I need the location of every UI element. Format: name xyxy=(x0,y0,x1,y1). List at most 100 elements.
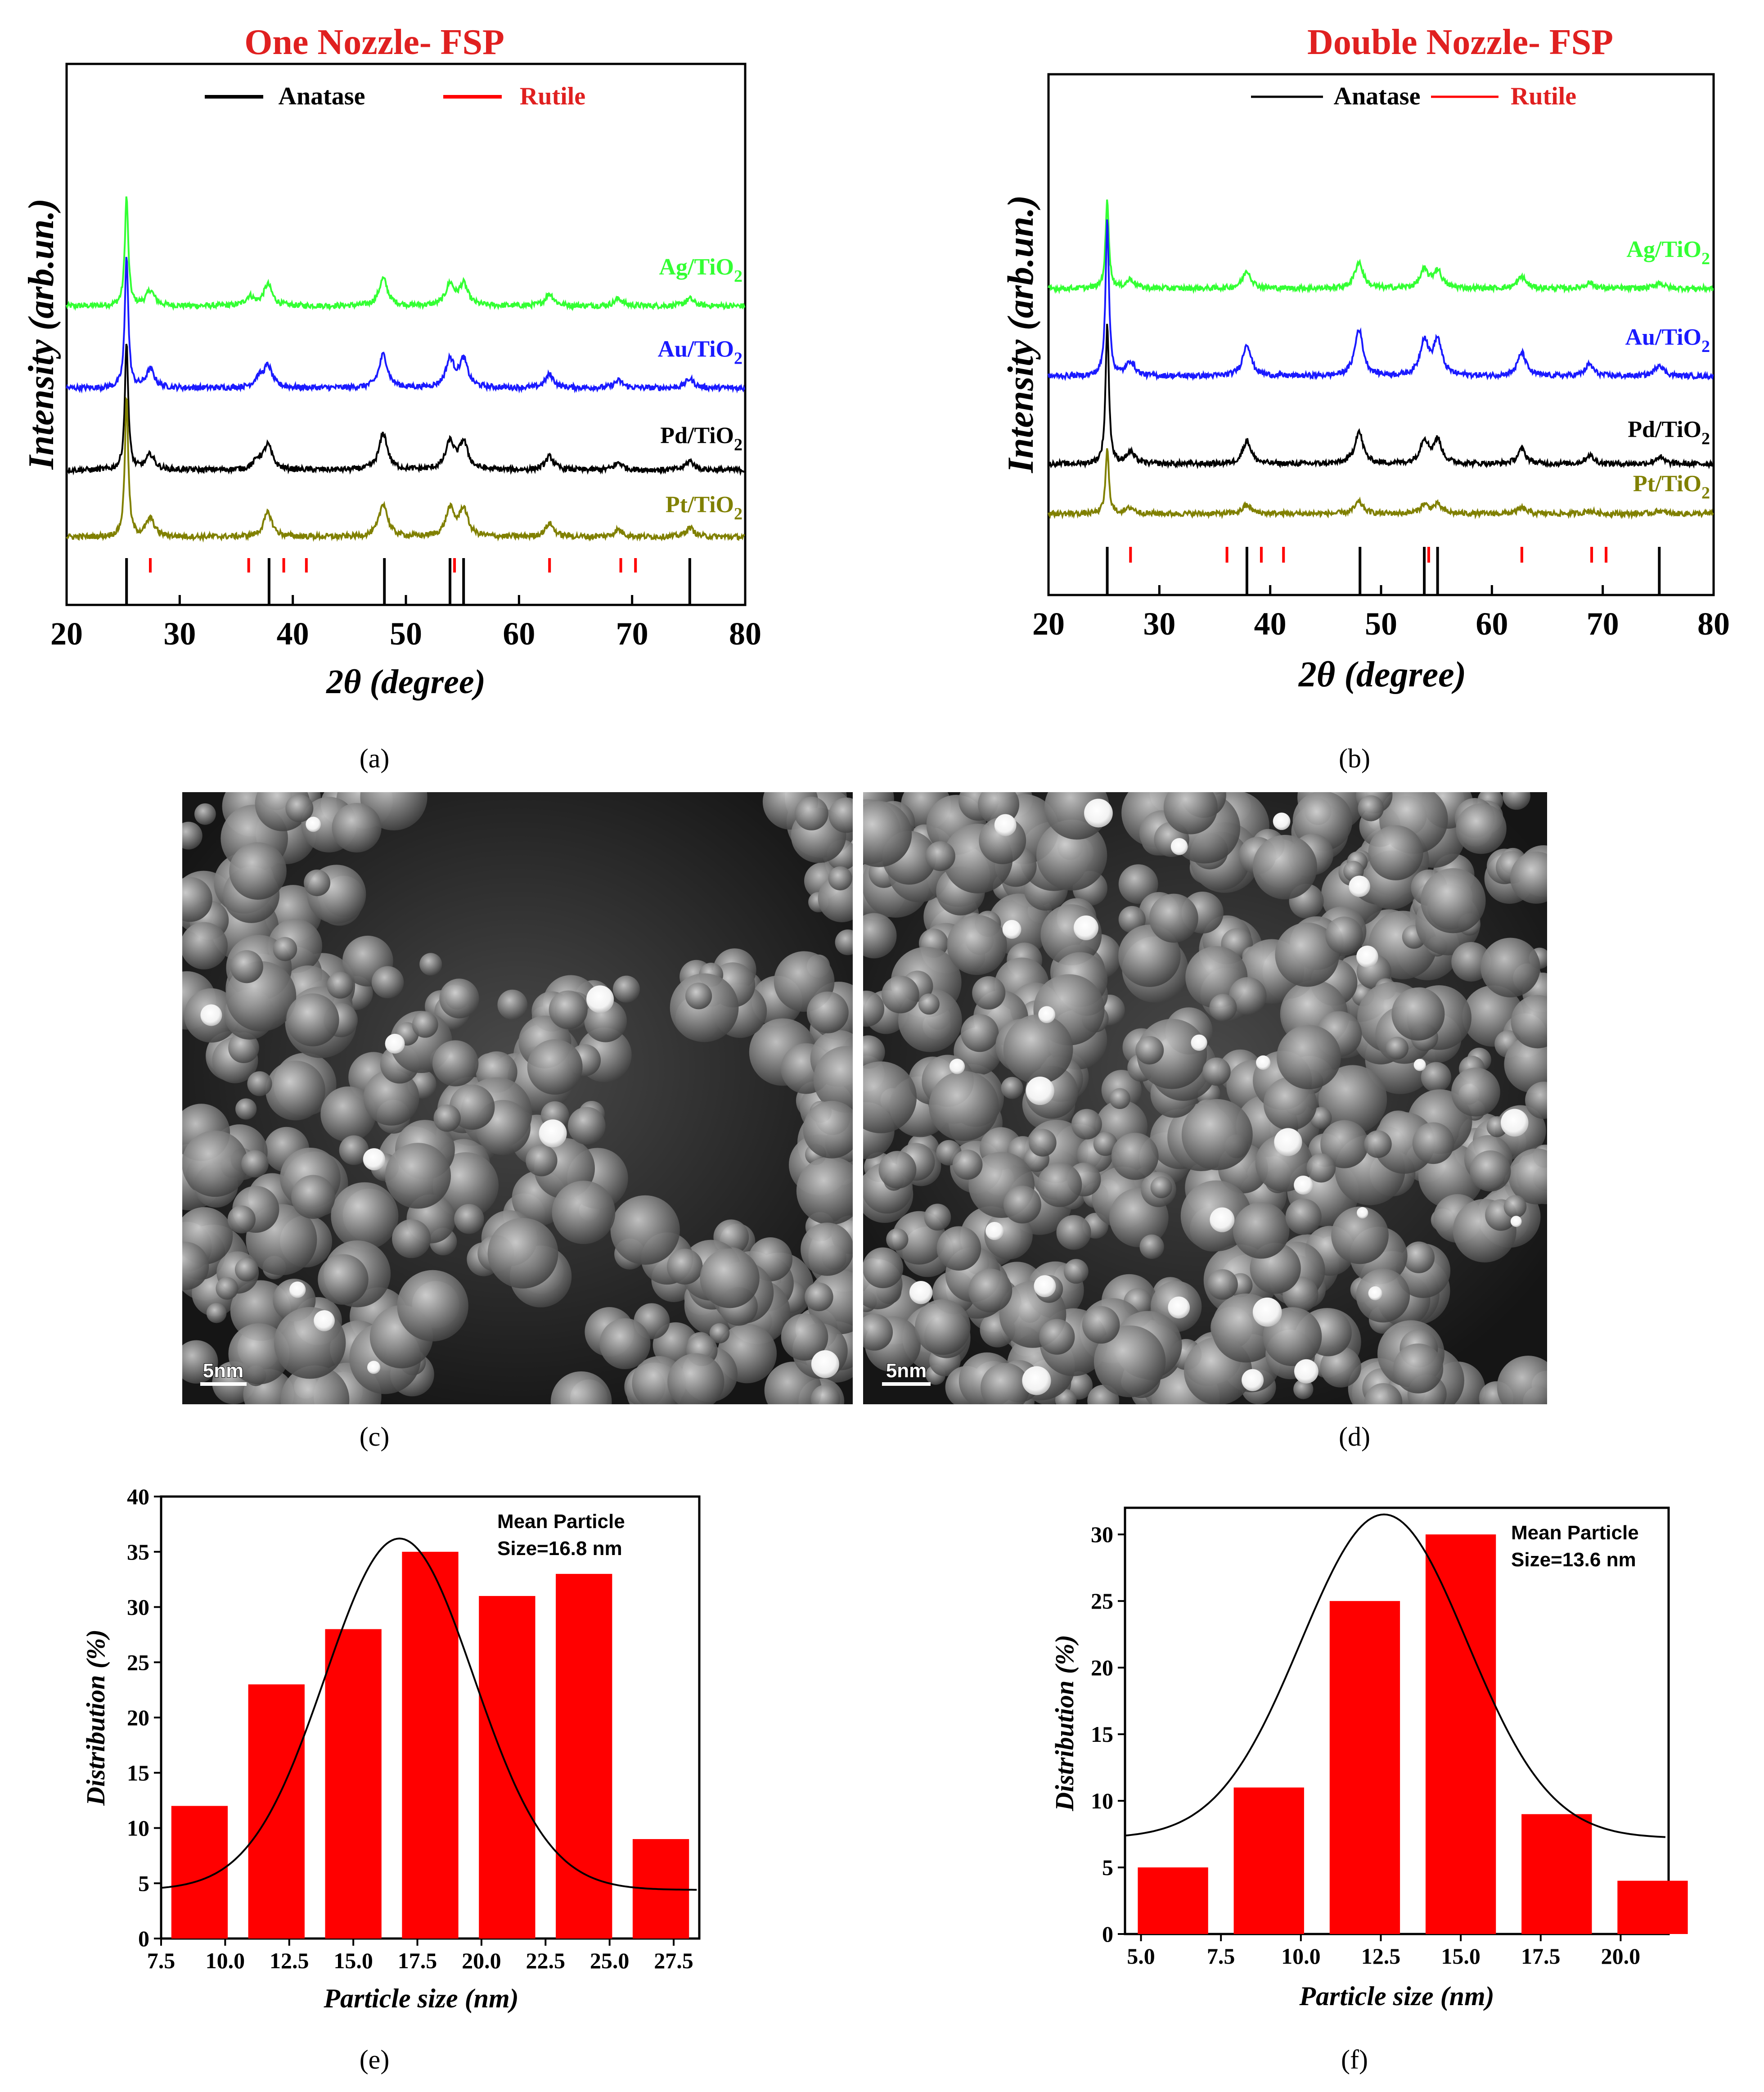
tio2-particle xyxy=(1118,864,1158,904)
y-axis-label: Distribution (%) xyxy=(81,1629,110,1806)
tio2-particle xyxy=(599,1318,651,1370)
tio2-particle xyxy=(182,877,212,922)
x-tick-label: 17.5 xyxy=(398,1948,437,1973)
x-tick-label: 10.0 xyxy=(1281,1943,1321,1969)
metal-nanoparticle xyxy=(1191,1034,1207,1051)
tio2-particle xyxy=(1391,987,1445,1041)
tio2-particle xyxy=(863,1061,917,1133)
series-group: Ag/TiO2 Au/TiO2 Pd/TiO2 Pt/TiO2 xyxy=(66,196,746,543)
metal-nanoparticle xyxy=(1210,1207,1235,1232)
sem-particles xyxy=(863,792,1547,1404)
tio2-particle xyxy=(1233,1202,1290,1259)
reference-lines xyxy=(125,558,691,605)
histogram-bar xyxy=(1329,1601,1400,1934)
tio2-particle xyxy=(981,1363,1030,1404)
x-tick-label: 70 xyxy=(1587,606,1619,642)
x-axis-label: Particle size (nm) xyxy=(323,1984,518,2013)
tio2-particle xyxy=(806,991,849,1033)
tio2-particle xyxy=(1109,1088,1130,1109)
tio2-particle xyxy=(952,1150,983,1180)
metal-nanoparticle xyxy=(811,1350,839,1378)
sem-image-double-nozzle xyxy=(863,792,1547,1404)
tio2-particle xyxy=(182,1130,248,1197)
histogram-bar xyxy=(1233,1787,1304,1934)
histogram-bar xyxy=(1425,1534,1496,1934)
tio2-particle xyxy=(1150,1176,1172,1199)
metal-nanoparticle xyxy=(306,816,321,832)
x-tick-label: 27.5 xyxy=(654,1948,693,1973)
histogram-double-nozzle: 5.0 7.5 10.0 12.5 15.0 17.5 20.0 0 5 10 15 20 25 30 M… xyxy=(1050,1506,1688,2074)
tio2-particle xyxy=(1036,820,1107,891)
x-axis: 20 30 40 50 60 70 80 xyxy=(1032,585,1730,642)
y-axis-label: Intensity (arb.un.) xyxy=(22,198,61,470)
tio2-particle xyxy=(685,983,712,1010)
tio2-particle xyxy=(1149,893,1198,943)
series-label: Pt/TiO2 xyxy=(666,492,742,523)
y-tick-label: 30 xyxy=(1091,1522,1113,1547)
histogram-bar xyxy=(1617,1880,1688,1934)
tio2-particle xyxy=(235,1098,257,1120)
gaussian-fit-line xyxy=(1125,1513,1665,1838)
axes: 7.5 10.0 12.5 15.0 17.5 20.0 22.5 25.0 27.5 0 5 10 1… xyxy=(127,1484,693,1973)
histogram-bar xyxy=(1521,1814,1592,1934)
tio2-particle xyxy=(1039,1319,1075,1355)
metal-nanoparticle xyxy=(539,1119,567,1148)
series-label: Ag/TiO2 xyxy=(659,254,742,286)
tio2-particle xyxy=(397,1270,468,1342)
x-tick-label: 15.0 xyxy=(1441,1943,1480,1969)
tio2-particle xyxy=(1320,1120,1369,1168)
tio2-particle xyxy=(274,1307,346,1379)
caption-f: (f) xyxy=(1341,2045,1368,2074)
tio2-particle xyxy=(1320,1346,1361,1388)
tio2-particle xyxy=(241,1150,269,1178)
tio2-particle xyxy=(234,1258,259,1281)
y-tick-label: 15 xyxy=(127,1760,149,1785)
tio2-particle xyxy=(915,1299,971,1355)
tio2-particle xyxy=(1511,995,1547,1049)
x-tick-label: 25.0 xyxy=(590,1948,630,1973)
series-label: Ag/TiO2 xyxy=(1626,237,1710,268)
sem-particles xyxy=(182,792,853,1404)
tio2-particle xyxy=(886,1228,909,1251)
metal-nanoparticle xyxy=(367,1361,381,1374)
x-tick-label: 7.5 xyxy=(1207,1943,1235,1969)
chart-legend: Anatase Rutile xyxy=(1251,82,1576,110)
tio2-particle xyxy=(1364,1130,1392,1158)
tio2-particle xyxy=(1275,922,1340,987)
y-tick-label: 35 xyxy=(127,1539,149,1564)
x-tick-label: 50 xyxy=(1365,606,1397,642)
tio2-particle xyxy=(612,975,640,1003)
x-axis-label: Particle size (nm) xyxy=(1299,1981,1494,2011)
tio2-particle xyxy=(1082,1306,1120,1344)
tio2-particle xyxy=(918,993,940,1015)
x-tick-label: 50 xyxy=(390,616,422,652)
tio2-particle xyxy=(266,1060,325,1121)
tio2-particle xyxy=(182,1241,209,1290)
tio2-particle xyxy=(304,870,331,897)
x-tick-label: 40 xyxy=(277,616,309,652)
chart-title: Double Nozzle- FSP xyxy=(1307,23,1613,62)
metal-nanoparticle xyxy=(314,1310,335,1331)
xrd-series-line xyxy=(66,396,746,543)
tio2-particle xyxy=(392,1219,431,1258)
tio2-particle xyxy=(863,913,897,959)
tio2-particle xyxy=(273,937,297,961)
tio2-particle xyxy=(1056,1215,1091,1250)
y-tick-label: 5 xyxy=(1102,1855,1113,1880)
metal-nanoparticle xyxy=(200,1004,222,1026)
tio2-particle xyxy=(182,821,202,850)
tio2-particle xyxy=(801,1222,853,1276)
tio2-particle xyxy=(1412,1122,1454,1164)
x-tick-label: 12.5 xyxy=(1361,1943,1401,1969)
tio2-particle xyxy=(863,801,912,867)
tio2-particle xyxy=(1364,1383,1403,1404)
tio2-particle xyxy=(318,1254,369,1305)
tio2-particle xyxy=(878,1150,917,1189)
tio2-particle xyxy=(1456,803,1507,854)
metal-nanoparticle xyxy=(1256,1055,1271,1070)
tio2-particle xyxy=(567,1107,606,1145)
metal-nanoparticle xyxy=(1356,945,1378,968)
caption-b: (b) xyxy=(1339,744,1370,773)
tio2-particle xyxy=(1003,1014,1073,1084)
metal-nanoparticle xyxy=(1034,1275,1056,1298)
